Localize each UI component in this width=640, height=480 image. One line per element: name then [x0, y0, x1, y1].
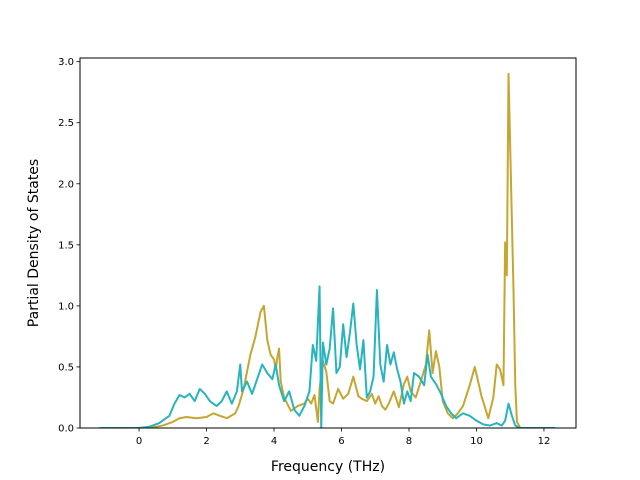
y-tick-label: 0.5 — [58, 362, 74, 373]
y-tick-label: 3.0 — [58, 57, 74, 68]
y-tick-label: 1.5 — [58, 240, 74, 251]
y-tick-label: 2.5 — [58, 118, 74, 129]
series-layer — [99, 72, 556, 428]
x-tick-label: 6 — [338, 436, 344, 447]
x-tick-label: 8 — [406, 436, 412, 447]
x-tick-label: 4 — [271, 436, 277, 447]
pdos-series-line-2 — [99, 285, 556, 428]
x-tick-label: 12 — [538, 436, 551, 447]
x-axis-label: Frequency (THz) — [271, 459, 385, 475]
y-tick-label: 0.0 — [58, 424, 74, 435]
pdos-series-line-1 — [99, 72, 556, 428]
y-axis: 0.0 0.5 1.0 1.5 2.0 2.5 3.0 — [58, 57, 80, 435]
x-tick-label: 2 — [203, 436, 209, 447]
y-tick-label: 1.0 — [58, 301, 74, 312]
x-tick-label: 0 — [136, 436, 142, 447]
plot-frame — [79, 57, 577, 429]
y-tick-label: 2.0 — [58, 179, 74, 190]
x-tick-label: 10 — [470, 436, 483, 447]
x-axis: 0 2 4 6 8 10 12 — [136, 428, 550, 447]
y-axis-label: Partial Density of States — [26, 159, 42, 327]
